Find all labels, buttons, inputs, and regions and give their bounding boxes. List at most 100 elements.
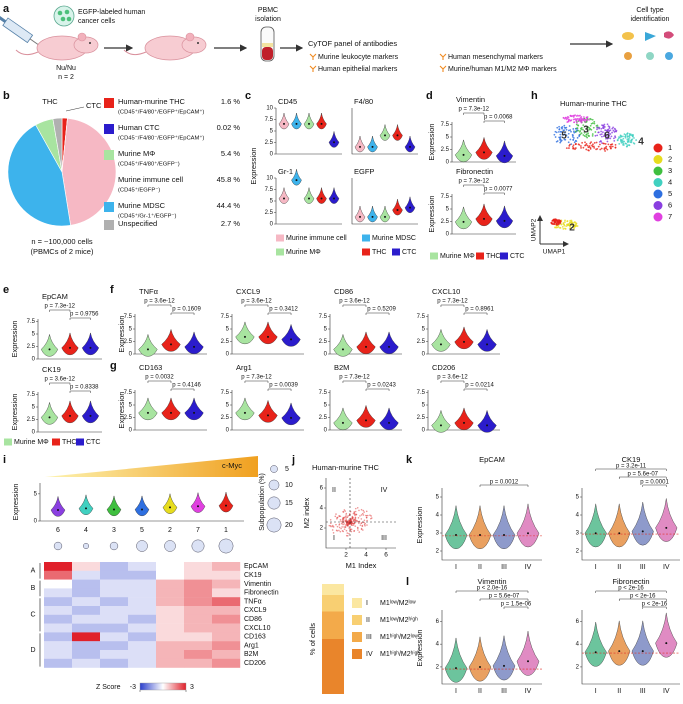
scatter-cell (364, 524, 366, 527)
bracket (49, 382, 71, 385)
scatter-cell (336, 525, 339, 528)
umap-cell (570, 220, 573, 223)
y-tick-label: 2 (576, 665, 580, 671)
violin (584, 621, 607, 667)
bracket (365, 388, 390, 391)
scatter-cell (361, 512, 364, 515)
x-tick-label: 6 (384, 552, 388, 559)
umap-cell (558, 128, 561, 131)
median-dot (141, 508, 143, 511)
umap-cell (625, 142, 628, 145)
umap-cell (603, 133, 606, 136)
x-tick-label: I (595, 564, 597, 571)
heat-cell (184, 614, 213, 624)
row-label: CK19 (244, 572, 262, 579)
umap-cell (631, 133, 634, 136)
umap-cell (596, 126, 598, 129)
umap-cell (573, 114, 576, 117)
violin (454, 326, 474, 350)
median-dot (641, 530, 644, 533)
y-tick-label: 5 (226, 403, 230, 409)
heat-cell (184, 562, 213, 571)
median-dot (170, 411, 172, 414)
scatter-cell (338, 523, 341, 525)
median-dot (193, 411, 196, 414)
scatter-cell (356, 519, 358, 522)
umap-cell (602, 125, 605, 128)
scatter-cell (350, 528, 353, 531)
bracket (147, 380, 172, 383)
legend-swatch (104, 202, 114, 212)
umap-cell (602, 127, 605, 129)
heat-cell (72, 623, 101, 633)
umap-cell (558, 131, 560, 133)
violin (354, 135, 366, 153)
y-tick-label: 2.5 (124, 415, 133, 421)
umap-cell (572, 134, 574, 137)
axis-label: M2 index (302, 498, 311, 529)
heat-cell (184, 632, 213, 642)
heat-cell (72, 579, 101, 589)
y-tick-label: 10 (266, 176, 273, 182)
scatter-cell (335, 529, 338, 532)
median-dot (439, 343, 442, 346)
heat-cell (184, 623, 213, 633)
label: CyTOF panel of antibodies (308, 39, 397, 48)
legend-swatch (104, 150, 114, 160)
scatter-cell (335, 523, 337, 526)
y-tick-label: 0 (32, 430, 36, 436)
axis (351, 178, 418, 225)
median-dot (618, 650, 621, 653)
umap-cell (610, 147, 612, 150)
axis (441, 610, 542, 685)
heat-cell (100, 658, 129, 668)
quadrant-label: II (332, 487, 336, 494)
umap-cell (605, 137, 607, 140)
legend-swatch (352, 615, 362, 625)
violin (161, 329, 181, 352)
umap-cell (576, 122, 578, 124)
cluster-label: 5 (561, 131, 567, 142)
scatter-cell (345, 523, 348, 526)
violin (40, 402, 59, 425)
heat-cell (184, 606, 213, 615)
heat-cell (72, 632, 101, 642)
heat-cell (100, 650, 129, 659)
median-dot (439, 424, 442, 427)
violin (78, 494, 94, 516)
umap-cell (574, 143, 577, 146)
label: Murine/human M1/M2 MΦ markers (448, 66, 557, 73)
umap-cell (580, 147, 582, 149)
y-tick-label: 6 (320, 486, 324, 492)
scatter-cell (340, 527, 342, 530)
violin (356, 405, 376, 428)
heat-cell (44, 658, 73, 668)
scatter-cell (349, 519, 352, 522)
bracket (267, 388, 292, 391)
umap-cell (580, 128, 583, 131)
heat-cell (44, 606, 73, 615)
umap-cell (575, 123, 578, 126)
bracket (147, 304, 172, 307)
y-tick-label: 5 (129, 403, 133, 409)
scatter-cell (354, 513, 356, 516)
axis-label: UMAP2 (531, 218, 538, 241)
legend-label: 5 (668, 189, 672, 198)
median-dot (409, 145, 411, 148)
plot-title: CD45 (278, 97, 297, 106)
y-tick-label: 6 (576, 619, 580, 625)
median-dot (243, 335, 246, 338)
median-dot (295, 122, 298, 125)
umap-cell (604, 129, 607, 132)
umap-cell (561, 126, 564, 128)
x-tick-label: 5 (140, 527, 144, 534)
umap-cell (621, 140, 624, 143)
umap-cell (571, 224, 573, 227)
umap-cell (582, 116, 585, 118)
scatter-cell (338, 526, 341, 529)
median-dot (503, 664, 505, 667)
umap-cell (589, 142, 592, 145)
p-value: p = 0.0243 (367, 383, 396, 389)
bracket (595, 590, 667, 593)
heat-cell (184, 658, 213, 668)
